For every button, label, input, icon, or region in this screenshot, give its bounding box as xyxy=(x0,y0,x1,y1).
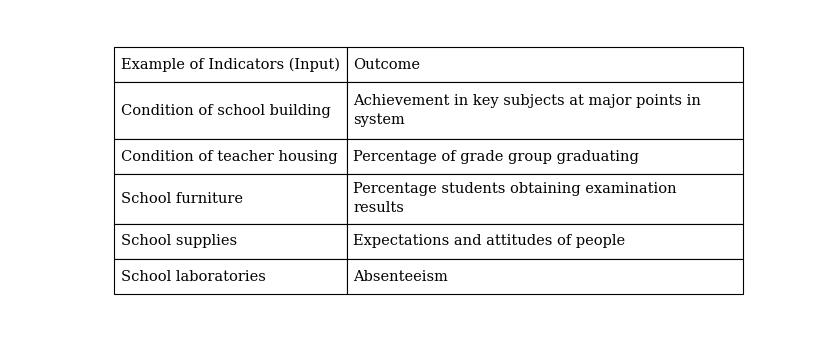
Text: Condition of school building: Condition of school building xyxy=(120,104,330,118)
Bar xyxy=(115,139,347,174)
Bar xyxy=(115,224,347,259)
Text: School laboratories: School laboratories xyxy=(120,270,266,284)
Bar xyxy=(347,174,742,224)
Text: Expectations and attitudes of people: Expectations and attitudes of people xyxy=(354,234,625,248)
Text: Example of Indicators (Input): Example of Indicators (Input) xyxy=(120,57,339,72)
Text: Absenteeism: Absenteeism xyxy=(354,270,448,284)
Text: Percentage of grade group graduating: Percentage of grade group graduating xyxy=(354,149,639,164)
Text: School furniture: School furniture xyxy=(120,192,242,206)
Bar xyxy=(115,174,347,224)
Text: Achievement in key subjects at major points in
system: Achievement in key subjects at major poi… xyxy=(354,94,701,127)
Text: Percentage students obtaining examination
results: Percentage students obtaining examinatio… xyxy=(354,183,677,215)
Bar xyxy=(115,259,347,294)
Text: Condition of teacher housing: Condition of teacher housing xyxy=(120,149,337,164)
Bar xyxy=(347,47,742,82)
Text: Outcome: Outcome xyxy=(354,58,421,72)
Bar xyxy=(347,224,742,259)
Text: School supplies: School supplies xyxy=(120,234,237,248)
Bar xyxy=(347,82,742,139)
Bar xyxy=(115,82,347,139)
Bar xyxy=(347,139,742,174)
Bar xyxy=(115,47,347,82)
Bar xyxy=(347,259,742,294)
